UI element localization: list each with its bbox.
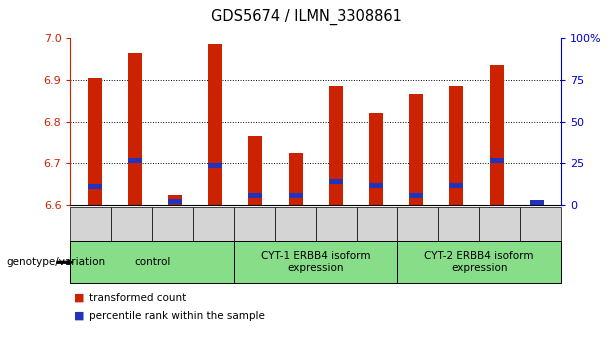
- Bar: [490, 65, 504, 205]
- Bar: [409, 94, 423, 205]
- Text: GDS5674 / ILMN_3308861: GDS5674 / ILMN_3308861: [211, 9, 402, 25]
- Bar: [248, 193, 262, 198]
- Text: ■: ■: [74, 311, 84, 321]
- Text: CYT-1 ERBB4 isoform
expression: CYT-1 ERBB4 isoform expression: [261, 252, 370, 273]
- Bar: [289, 193, 303, 197]
- Text: control: control: [134, 257, 170, 267]
- Bar: [88, 78, 102, 205]
- Bar: [248, 136, 262, 205]
- Bar: [369, 113, 383, 205]
- Bar: [128, 158, 142, 163]
- Bar: [530, 201, 544, 205]
- Bar: [449, 86, 463, 205]
- Bar: [289, 153, 303, 205]
- Text: ■: ■: [74, 293, 84, 303]
- Bar: [449, 183, 463, 188]
- Bar: [208, 44, 223, 205]
- Bar: [530, 200, 544, 205]
- Bar: [208, 163, 223, 168]
- Bar: [369, 183, 383, 188]
- Bar: [128, 53, 142, 205]
- Text: percentile rank within the sample: percentile rank within the sample: [89, 311, 265, 321]
- Bar: [329, 86, 343, 205]
- Bar: [168, 199, 182, 204]
- Bar: [409, 193, 423, 197]
- Text: genotype/variation: genotype/variation: [6, 257, 105, 267]
- Text: CYT-2 ERBB4 isoform
expression: CYT-2 ERBB4 isoform expression: [424, 252, 534, 273]
- Bar: [329, 179, 343, 184]
- Bar: [168, 195, 182, 205]
- Text: transformed count: transformed count: [89, 293, 186, 303]
- Bar: [490, 158, 504, 163]
- Bar: [88, 184, 102, 189]
